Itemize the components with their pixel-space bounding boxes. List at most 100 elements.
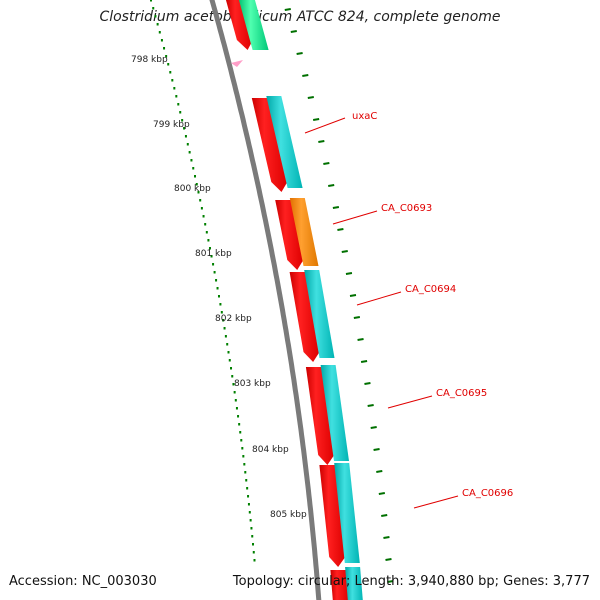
minor-tick	[235, 407, 238, 410]
outer-tick	[312, 118, 320, 121]
minor-tick	[156, 23, 159, 26]
cds-reverse-feature[interactable]	[320, 365, 349, 461]
misc-feature[interactable]	[289, 198, 319, 266]
minor-tick	[222, 319, 225, 322]
minor-tick	[150, 0, 152, 2]
minor-tick	[183, 127, 186, 130]
outer-tick	[376, 470, 383, 473]
minor-tick	[188, 151, 191, 154]
minor-tick	[250, 527, 253, 530]
minor-tick	[195, 183, 198, 186]
outer-tick	[357, 338, 364, 341]
minor-tick	[248, 511, 251, 514]
minor-tick	[224, 335, 227, 338]
minor-tick	[226, 343, 229, 346]
minor-tick	[163, 47, 166, 50]
minor-tick	[215, 279, 218, 282]
outer-tick	[381, 514, 388, 517]
gene-label[interactable]: CA_C0693	[381, 203, 432, 214]
minor-tick	[213, 271, 216, 274]
cds-reverse-feature[interactable]	[304, 270, 335, 358]
minor-tick	[233, 391, 236, 394]
minor-tick	[238, 423, 241, 426]
backbone	[209, 0, 322, 600]
feature-marker	[231, 60, 243, 67]
rna-feature[interactable]	[238, 0, 269, 50]
minor-tick	[232, 383, 235, 386]
outer-tick	[367, 404, 374, 407]
minor-tick	[246, 487, 249, 490]
minor-tick	[171, 79, 174, 82]
minor-tick	[210, 255, 213, 258]
outer-tick	[345, 272, 353, 275]
minor-tick	[252, 551, 255, 554]
minor-tick	[169, 71, 172, 74]
minor-tick	[208, 247, 211, 250]
minor-tick	[242, 455, 245, 458]
kbp-label: 805 kbp	[270, 510, 307, 520]
minor-tick	[249, 519, 252, 522]
cds-reverse-feature[interactable]	[334, 463, 360, 563]
minor-tick	[230, 367, 233, 370]
outer-tick	[370, 426, 377, 429]
minor-tick	[212, 263, 215, 266]
minor-tick	[192, 167, 195, 170]
minor-tick	[179, 111, 182, 114]
cds-reverse-feature[interactable]	[266, 96, 303, 188]
minor-tick	[241, 447, 244, 450]
minor-tick	[190, 159, 193, 162]
kbp-label: 800 kbp	[174, 184, 211, 194]
cds-reverse-feature[interactable]	[345, 567, 363, 600]
gene-label-leader	[332, 210, 378, 225]
outer-tick	[302, 74, 309, 77]
outer-tick	[387, 580, 394, 583]
outer-tick	[341, 250, 348, 253]
gene-label-leader	[413, 495, 459, 509]
outer-tick	[284, 8, 291, 11]
minor-tick	[202, 215, 205, 218]
minor-tick	[194, 175, 197, 178]
minor-tick	[245, 479, 248, 482]
minor-tick	[197, 191, 200, 194]
cds-forward-feature[interactable]	[289, 272, 320, 362]
gene-label[interactable]: CA_C0695	[436, 388, 487, 399]
minor-tick	[205, 231, 208, 234]
minor-tick	[200, 207, 203, 210]
cds-forward-feature[interactable]	[275, 200, 304, 270]
minor-tick	[154, 15, 157, 18]
cds-forward-feature[interactable]	[330, 570, 349, 600]
minor-tick	[228, 359, 231, 362]
minor-tick	[239, 431, 242, 434]
outer-tick	[383, 536, 390, 539]
minor-tick	[199, 199, 202, 202]
outer-tick	[337, 228, 344, 231]
kbp-label: 802 kbp	[215, 314, 252, 324]
backbone-line	[209, 0, 322, 600]
minor-tick	[207, 239, 210, 242]
gene-label[interactable]: CA_C0696	[462, 488, 513, 499]
minor-tick	[160, 39, 163, 42]
gene-label-leader	[356, 291, 402, 306]
cds-forward-feature[interactable]	[225, 0, 253, 50]
outer-tick	[360, 360, 368, 363]
outer-tick	[307, 96, 314, 99]
genome-stats: Topology: circular; Length: 3,940,880 bp…	[232, 574, 590, 589]
minor-tick	[216, 287, 219, 290]
gene-label-leader	[387, 395, 433, 409]
minor-tick	[223, 327, 226, 330]
kbp-label: 804 kbp	[252, 445, 289, 455]
accession-text: Accession: NC_003030	[9, 574, 157, 589]
minor-tick	[158, 31, 161, 34]
minor-tick	[204, 223, 207, 226]
cds-forward-feature[interactable]	[319, 465, 346, 567]
kbp-labels: 798 kbp 799 kbp 800 kbp 801 kbp 802 kbp 803 k…	[131, 55, 307, 520]
cds-forward-feature[interactable]	[305, 367, 335, 465]
minor-tick	[167, 63, 170, 66]
minor-tick	[244, 471, 247, 474]
gene-label[interactable]: CA_C0694	[405, 284, 456, 295]
outer-tick	[290, 30, 297, 33]
gene-label[interactable]: uxaC	[352, 111, 377, 122]
cds-forward-feature[interactable]	[251, 98, 288, 192]
minor-tick	[165, 55, 168, 58]
